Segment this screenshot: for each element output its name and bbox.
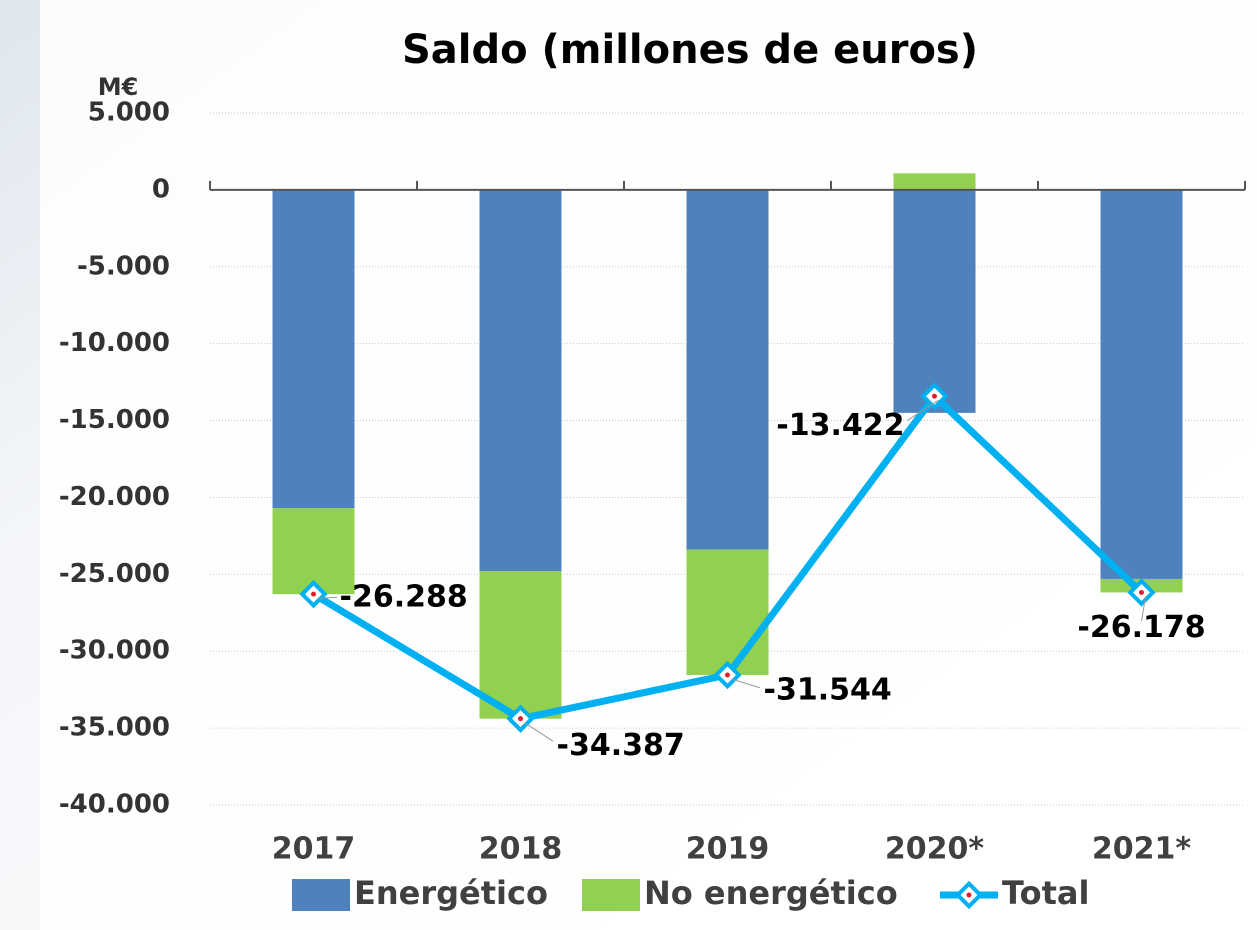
y-tick-label: -15.000 [59, 405, 170, 435]
leader-line [907, 399, 939, 421]
legend-dot [966, 892, 972, 898]
x-tick-label: 2020* [885, 832, 984, 867]
legend-swatch [582, 879, 640, 911]
legend-label: Energético [354, 874, 548, 912]
y-tick-label: -20.000 [59, 482, 170, 512]
leader-line [1141, 596, 1146, 622]
y-tick-label: 5.000 [88, 98, 170, 128]
bar [272, 508, 355, 595]
leader-line [317, 596, 337, 599]
y-tick-label: -25.000 [59, 559, 170, 589]
plot-panel [40, 0, 1257, 930]
y-unit: M€ [98, 73, 139, 101]
data-label: -26.178 [1077, 610, 1205, 645]
marker-dot [311, 591, 316, 597]
x-tick-label: 2018 [479, 832, 563, 867]
legend-swatch [292, 879, 350, 911]
y-tick-label: -40.000 [59, 790, 170, 820]
y-tick-label: -30.000 [59, 636, 170, 666]
bar [893, 189, 976, 413]
leader-line [524, 722, 554, 742]
bar [686, 189, 769, 550]
x-tick-label: 2017 [272, 832, 356, 867]
marker-dot [1139, 589, 1144, 595]
marker-dot [518, 716, 523, 722]
x-tick-label: 2019 [686, 832, 770, 867]
x-tick-label: 2021* [1092, 832, 1191, 867]
y-tick-label: -5.000 [77, 251, 170, 281]
y-tick-label: -35.000 [59, 713, 170, 743]
bar [686, 549, 769, 675]
chart-title: Saldo (millones de euros) [402, 27, 978, 73]
data-label: -31.544 [764, 672, 892, 707]
legend-label: Total [1002, 874, 1089, 912]
bar [272, 189, 355, 509]
bar [1100, 189, 1183, 579]
data-label: -26.288 [340, 580, 468, 615]
marker-dot [932, 393, 937, 399]
data-label: -34.387 [557, 728, 685, 763]
legend-label: No energético [644, 874, 898, 912]
y-tick-label: 0 [152, 174, 170, 204]
bar [479, 571, 562, 719]
leader-line [731, 678, 761, 689]
bar [479, 189, 562, 572]
y-tick-label: -10.000 [59, 328, 170, 358]
marker-dot [725, 672, 730, 678]
bar [893, 173, 976, 190]
data-label: -13.422 [776, 408, 904, 443]
